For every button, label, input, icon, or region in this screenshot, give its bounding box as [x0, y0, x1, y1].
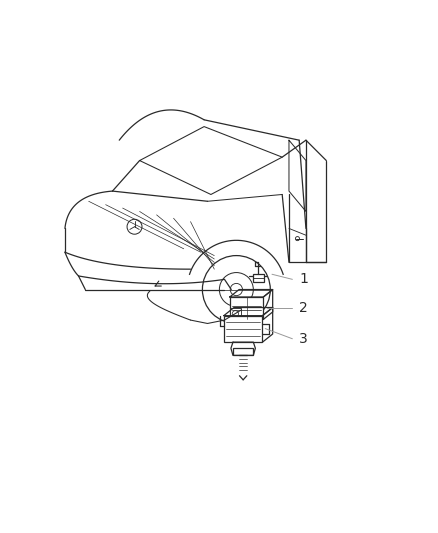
Bar	[230, 297, 263, 319]
Bar	[224, 316, 262, 342]
Text: 2: 2	[299, 301, 308, 315]
Text: 1: 1	[299, 272, 308, 286]
Bar	[230, 308, 241, 319]
Text: 3: 3	[299, 332, 308, 346]
Bar	[233, 348, 253, 356]
Bar	[253, 274, 264, 281]
